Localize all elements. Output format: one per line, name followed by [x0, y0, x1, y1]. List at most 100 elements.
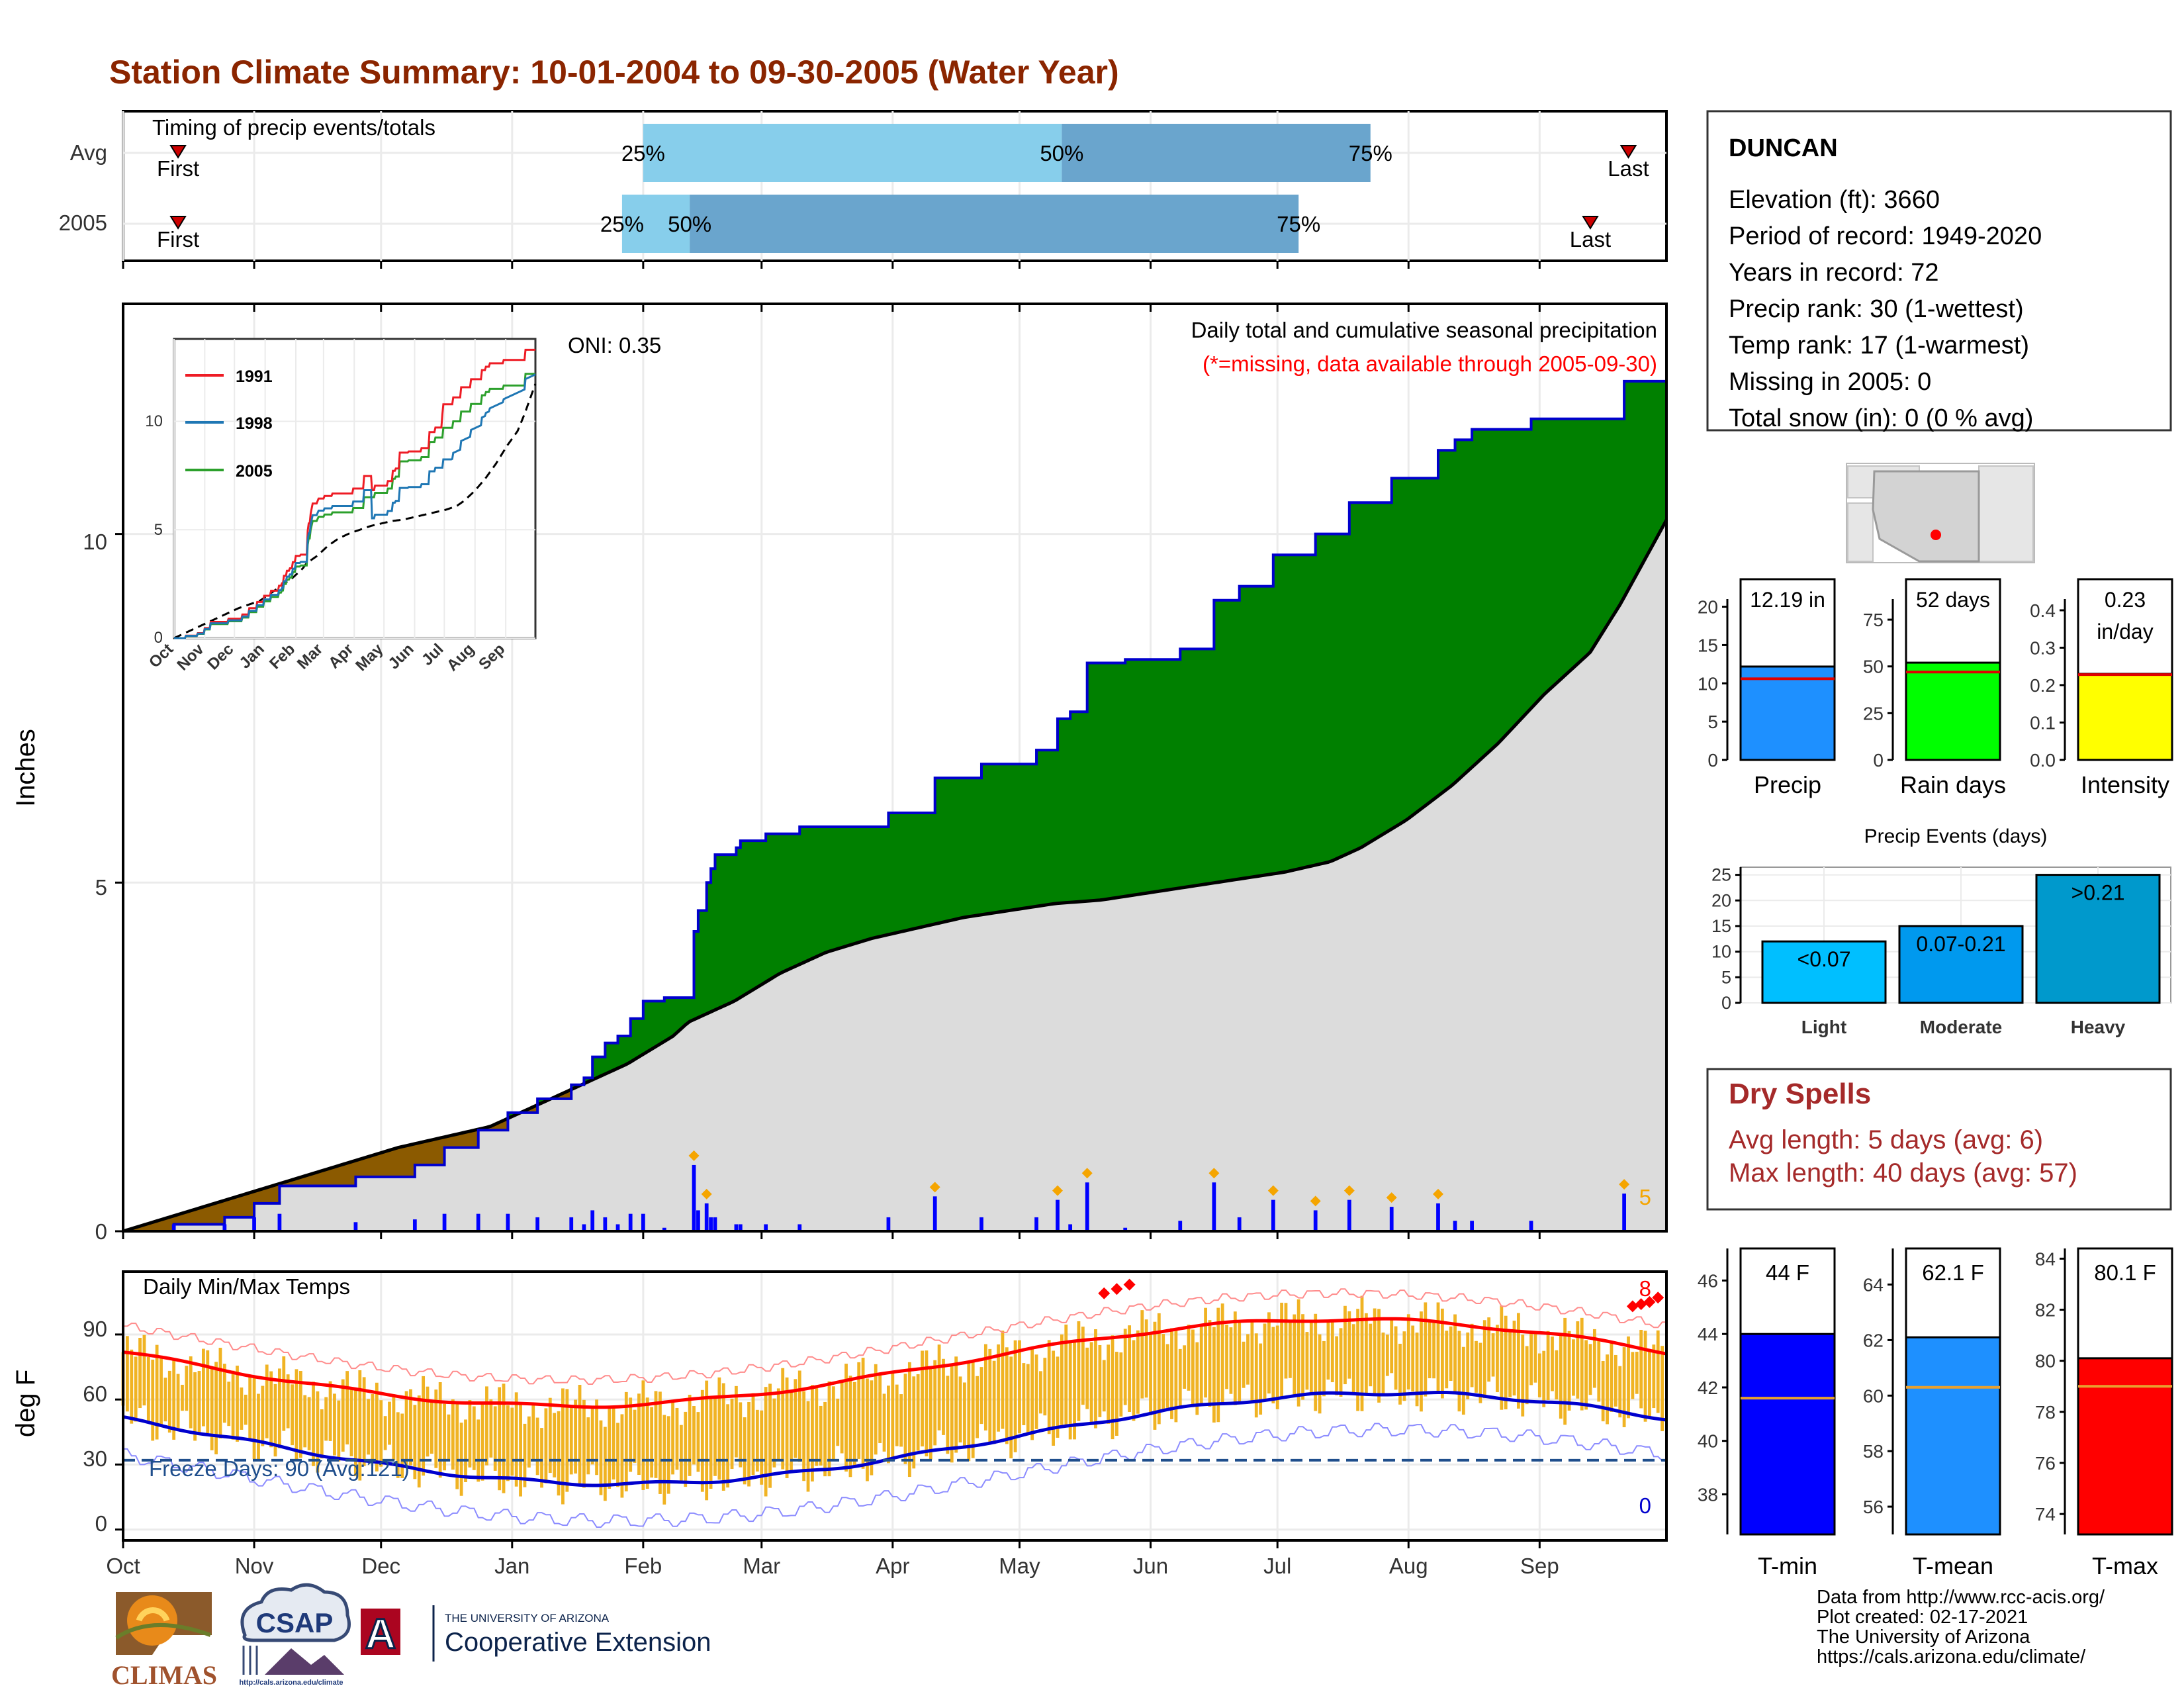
logos: CLIMAS CSAP http://cals.arizona.edu/clim… [111, 1583, 711, 1688]
csap-logo: CSAP http://cals.arizona.edu/climate [239, 1583, 351, 1687]
precip-summary-tick-label: 20 [1698, 597, 1718, 618]
daily-temp-bar [1525, 1346, 1529, 1405]
daily-temp-bar [1259, 1343, 1263, 1415]
precip-ytick-5: 5 [95, 875, 107, 900]
daily-temp-bar [645, 1397, 649, 1489]
daily-temp-bar [1229, 1327, 1233, 1394]
tmean-summary-tick-label: 64 [1863, 1275, 1884, 1295]
daily-temp-bar [1606, 1354, 1609, 1425]
daily-temp-bar [455, 1401, 459, 1489]
temp-title: Daily Min/Max Temps [143, 1274, 350, 1299]
footer-line-4: https://cals.arizona.edu/climate/ [1817, 1646, 2086, 1667]
precip-summary-tick-label: 15 [1698, 635, 1718, 655]
heavy-event-marker [1386, 1192, 1397, 1203]
daily-temp-bar [371, 1393, 375, 1461]
timing-p50-label: 50% [668, 212, 711, 236]
daily-temp-bar [345, 1371, 349, 1445]
daily-precip-bar [692, 1164, 696, 1231]
daily-temp-bar [1301, 1314, 1304, 1400]
daily-temp-bar [1250, 1319, 1254, 1401]
tmean-summary-bar [1905, 1336, 2001, 1536]
raindays-summary-tick-label: 25 [1863, 703, 1884, 724]
daily-temp-bar [1212, 1327, 1216, 1423]
daily-temp-bar [929, 1368, 933, 1460]
events-title: Precip Events (days) [1864, 825, 2048, 847]
daily-precip-bar [171, 1224, 176, 1231]
daily-temp-bar [971, 1360, 975, 1458]
daily-temp-bar [1005, 1347, 1009, 1444]
record-high-marker [1652, 1291, 1664, 1304]
daily-temp-bar [388, 1401, 391, 1445]
daily-temp-bar [679, 1425, 683, 1481]
daily-temp-bar [1254, 1333, 1258, 1418]
daily-precip-bar [569, 1217, 574, 1231]
avg-cumulative-line [122, 519, 1668, 1233]
daily-precip-bar [1056, 1199, 1060, 1231]
avg-high-line [122, 1317, 1667, 1409]
precip-summary-value-label: 12.19 in [1750, 588, 1825, 612]
daily-temp-bar [620, 1414, 624, 1498]
daily-temp-bar [1411, 1325, 1415, 1392]
daily-precip-bar [582, 1224, 586, 1231]
daily-temp-bar [907, 1362, 911, 1477]
daily-temp-bar [1068, 1340, 1072, 1440]
daily-temp-bar [396, 1412, 400, 1478]
intensity-summary-tick-label: 0.1 [2030, 712, 2056, 733]
climas-logo: CLIMAS [111, 1592, 217, 1688]
daily-temp-bar [181, 1384, 184, 1411]
precip-summary-bar [1739, 665, 1836, 761]
daily-temp-bar [582, 1399, 586, 1488]
daily-temp-bar [797, 1370, 801, 1462]
daily-temp-bar [1047, 1340, 1051, 1434]
intensity-summary-value-label-2: in/day [2097, 620, 2153, 643]
precip-missing-note: (*=missing, data available through 2005-… [1203, 352, 1657, 376]
daily-temp-bar [700, 1389, 704, 1492]
daily-temp-bar [1275, 1325, 1279, 1409]
record-low-line [123, 1423, 1666, 1528]
climas-sun [127, 1595, 177, 1646]
tmin-summary-tick-label: 40 [1698, 1431, 1718, 1452]
daily-temp-bar [1216, 1307, 1220, 1423]
daily-temp-bar [1318, 1334, 1322, 1414]
daily-temp-bar [1022, 1363, 1026, 1426]
daily-temp-bar [954, 1356, 958, 1453]
daily-temp-bar [1394, 1326, 1398, 1390]
daily-temp-bar [827, 1381, 831, 1477]
avg-cumulative-area [123, 520, 1666, 1232]
daily-temp-bar [1475, 1340, 1478, 1393]
daily-precip-bar [933, 1196, 937, 1231]
daily-temp-bar [417, 1395, 421, 1488]
timing-bar-50-75 [1062, 124, 1371, 182]
daily-temp-bar [269, 1371, 273, 1448]
daily-temp-bar [201, 1348, 205, 1427]
daily-temp-bar [540, 1428, 543, 1488]
csap-cloud [240, 1583, 351, 1642]
daily-temp-bar [903, 1374, 907, 1464]
tmin-summary-value-label: 44 F [1766, 1260, 1809, 1285]
footer: Data from http://www.rcc-acis.org/ Plot … [1817, 1587, 2105, 1667]
daily-precip-bar [1123, 1227, 1128, 1231]
timing-bar-25-50 [643, 124, 1062, 182]
daily-temp-bar [1132, 1340, 1136, 1421]
daily-temp-bar [1385, 1335, 1389, 1376]
daily-temp-bar [899, 1394, 903, 1447]
daily-temp-bar [1034, 1354, 1038, 1429]
tmin-summary-tick-label: 44 [1698, 1324, 1718, 1344]
daily-temp-bar [1246, 1334, 1250, 1385]
daily-temp-bar [1572, 1339, 1575, 1396]
daily-precip-bar [704, 1203, 709, 1231]
daily-temp-bar [574, 1399, 578, 1474]
daily-temp-bar [282, 1356, 286, 1431]
daily-temp-bar [772, 1398, 776, 1468]
daily-temp-bar [146, 1356, 150, 1423]
daily-temp-bar [1081, 1327, 1085, 1405]
ua-small-text: THE UNIVERSITY OF ARIZONA [445, 1612, 610, 1624]
climas-ring [115, 1622, 212, 1640]
daily-temp-bar [967, 1362, 971, 1462]
daily-temp-bar [1584, 1340, 1588, 1410]
daily-temp-bar [595, 1399, 598, 1476]
precip-ytick-0: 0 [95, 1219, 107, 1244]
daily-temp-bar [1661, 1346, 1664, 1432]
